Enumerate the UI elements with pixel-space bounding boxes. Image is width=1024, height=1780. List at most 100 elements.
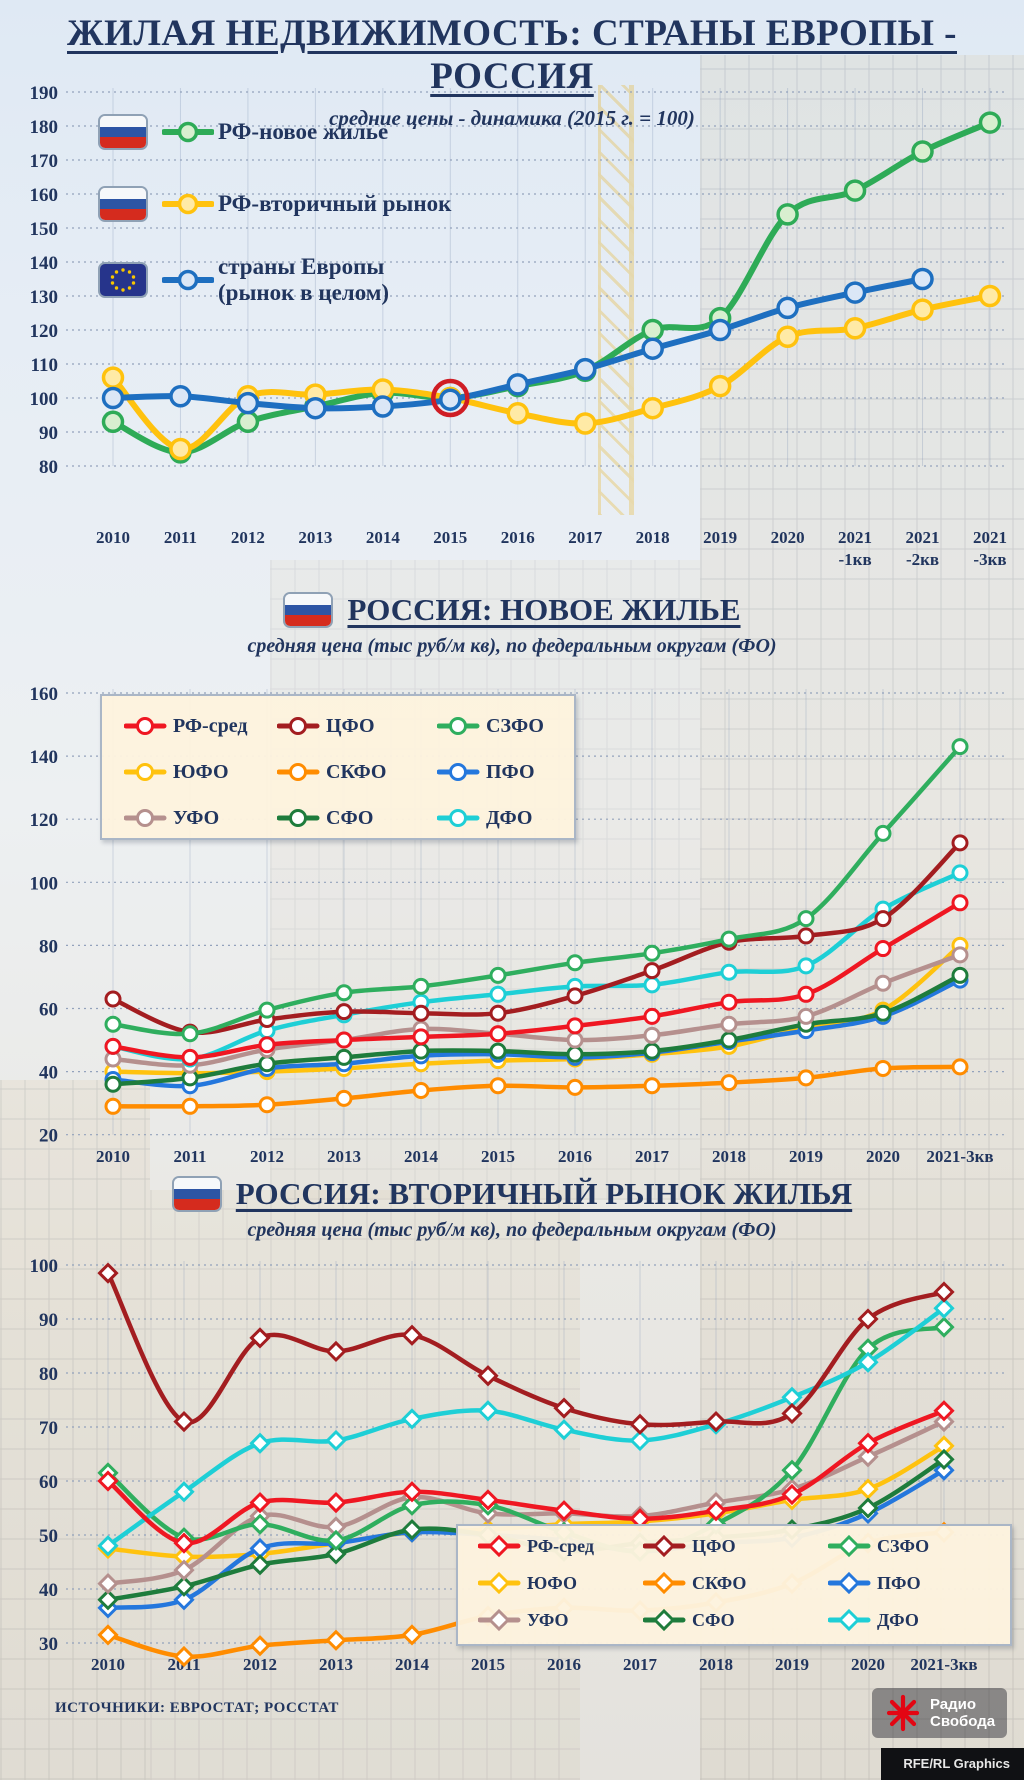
y-axis-tick: 90 — [39, 1310, 58, 1331]
data-point — [874, 1004, 892, 1022]
y-axis-tick: 160 — [30, 684, 59, 705]
x-axis-tick: 2016 — [501, 528, 535, 547]
legend-label: ЦФО — [326, 714, 375, 737]
data-point — [489, 1042, 507, 1060]
data-point — [477, 1400, 499, 1422]
line-marker-icon — [478, 1571, 521, 1595]
data-point — [553, 1500, 575, 1522]
series-ЦФО — [97, 1262, 955, 1435]
data-point — [97, 1589, 119, 1611]
data-point — [797, 1007, 815, 1025]
data-point — [104, 1097, 122, 1115]
data-point — [573, 357, 597, 381]
line-marker-icon — [437, 717, 480, 735]
radio-svoboda-logo: Радио Свобода — [872, 1688, 1008, 1738]
data-point — [911, 267, 934, 291]
y-axis-tick: 170 — [30, 151, 59, 172]
data-point — [705, 1500, 727, 1522]
legend-label: СКФО — [326, 760, 387, 783]
chart2-legend: РФ-сред ЦФО СЗФО ЮФО СКФО ПФО УФО СФО ДФ… — [100, 694, 576, 840]
data-point — [97, 1572, 119, 1595]
legend-label: страны Европы (рынок в целом) — [218, 254, 390, 305]
data-point — [249, 1432, 271, 1454]
x-axis-tick: 2021-3кв — [926, 1147, 993, 1166]
x-axis-tick: 2021 — [838, 528, 872, 547]
legend-label: РФ-сред — [527, 1535, 594, 1556]
data-point — [566, 1017, 584, 1035]
data-point — [489, 966, 507, 984]
data-point — [489, 1077, 507, 1095]
x-axis-tick: 2021-3кв — [910, 1655, 977, 1674]
y-axis-tick: 150 — [30, 219, 59, 240]
data-point — [643, 962, 661, 980]
x-axis-tick: 2019 — [789, 1147, 823, 1166]
data-point — [566, 954, 584, 972]
legend-label: ДФО — [486, 806, 533, 829]
y-axis-tick: 180 — [30, 117, 59, 138]
data-point — [641, 318, 664, 342]
main-title-band: ЖИЛАЯ НЕДВИЖИМОСТЬ: СТРАНЫ ЕВРОПЫ - РОСС… — [0, 12, 1024, 131]
data-point — [720, 930, 738, 948]
logo-line2: Свобода — [930, 1713, 996, 1730]
line-marker-icon — [643, 1608, 686, 1632]
x-axis-tick: 2013 — [298, 528, 332, 547]
data-point — [325, 1629, 347, 1651]
data-point — [874, 1059, 892, 1077]
legend-label: СЗФО — [877, 1535, 930, 1556]
x-axis-tick: 2020 — [851, 1655, 885, 1674]
data-point — [335, 1031, 353, 1049]
data-point — [258, 1036, 276, 1054]
data-point — [776, 325, 799, 349]
eu-flag-icon — [98, 262, 148, 298]
data-point — [553, 1397, 575, 1419]
data-point — [720, 993, 738, 1011]
data-point — [978, 111, 1002, 134]
data-point — [181, 1048, 199, 1066]
legend-label: УФО — [527, 1609, 569, 1630]
data-point — [401, 1624, 423, 1646]
legend-item-ДФО: ДФО — [828, 1608, 919, 1632]
line-marker-icon — [828, 1571, 871, 1595]
legend-item-СФО: СФО — [277, 806, 373, 830]
data-point — [911, 298, 934, 321]
y-axis-tick: 20 — [39, 1126, 58, 1147]
legend-item-ДФО: ДФО — [437, 806, 532, 830]
line-marker-icon — [162, 269, 214, 291]
x-axis-tick: -2кв — [906, 550, 939, 569]
data-point — [857, 1446, 879, 1468]
data-point — [797, 985, 815, 1003]
data-point — [951, 864, 969, 882]
x-axis-tick: 2018 — [636, 528, 670, 547]
chart-2: 160 140 120 100 80 60 40 20 2010 2011 2012 2013 2014… — [30, 684, 1006, 1166]
legend-item-СЗФО: СЗФО — [437, 714, 544, 738]
data-point — [173, 1481, 195, 1503]
legend-label: РФ-сред — [173, 714, 248, 737]
data-point — [104, 1075, 122, 1093]
x-axis-tick: 2017 — [568, 528, 603, 547]
data-point — [97, 1262, 119, 1284]
russia-flag-icon — [98, 186, 148, 222]
y-axis-tick: 80 — [39, 457, 58, 478]
data-point — [249, 1491, 271, 1514]
data-point — [843, 317, 867, 340]
data-point — [874, 974, 892, 992]
y-axis-tick: 100 — [30, 389, 59, 410]
data-point — [643, 1077, 661, 1095]
data-point — [933, 1316, 955, 1338]
data-point — [566, 987, 584, 1005]
data-point — [371, 395, 395, 418]
data-point — [506, 373, 530, 396]
chart2-title: РОССИЯ: НОВОЕ ЖИЛЬЕ — [347, 592, 741, 627]
y-axis-tick: 70 — [39, 1418, 58, 1439]
data-point — [412, 977, 430, 995]
data-point — [412, 1028, 430, 1046]
x-axis-tick: 2017 — [635, 1147, 670, 1166]
data-point — [978, 284, 1002, 308]
data-point — [781, 1402, 803, 1425]
data-point — [797, 927, 815, 945]
line-marker-icon — [124, 763, 167, 781]
legend-item-СКФО: СКФО — [277, 760, 386, 784]
y-axis-tick: 100 — [30, 1256, 59, 1277]
data-point — [951, 966, 969, 984]
